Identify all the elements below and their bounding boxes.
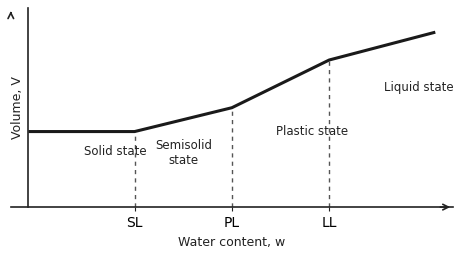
Text: Solid state: Solid state	[84, 145, 146, 158]
Text: Plastic state: Plastic state	[276, 125, 348, 138]
X-axis label: Water content, w: Water content, w	[178, 236, 285, 249]
Y-axis label: Volume, V: Volume, V	[11, 76, 24, 139]
Text: Liquid state: Liquid state	[384, 81, 454, 94]
Text: Semisolid
state: Semisolid state	[155, 139, 212, 167]
